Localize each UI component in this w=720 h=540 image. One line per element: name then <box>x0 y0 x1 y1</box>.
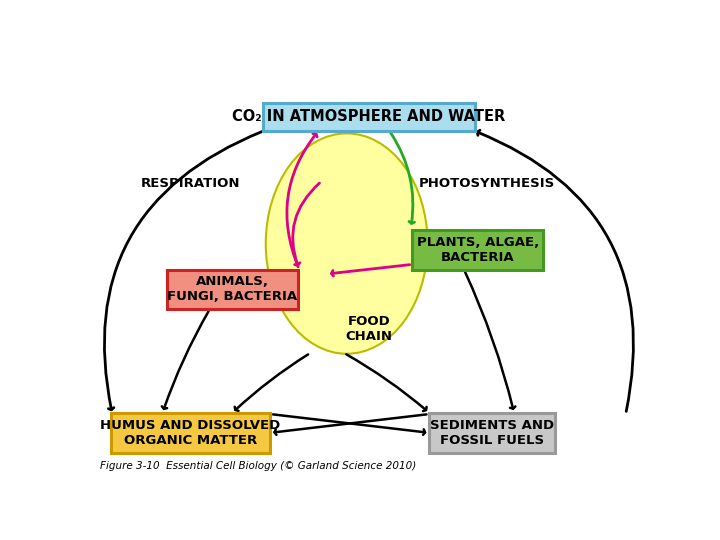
Text: Figure 3-10  Essential Cell Biology (© Garland Science 2010): Figure 3-10 Essential Cell Biology (© Ga… <box>100 462 416 471</box>
Text: FOOD
CHAIN: FOOD CHAIN <box>346 315 392 343</box>
Text: HUMUS AND DISSOLVED
ORGANIC MATTER: HUMUS AND DISSOLVED ORGANIC MATTER <box>100 419 281 447</box>
Text: RESPIRATION: RESPIRATION <box>141 177 240 190</box>
FancyBboxPatch shape <box>111 413 270 453</box>
Text: SEDIMENTS AND
FOSSIL FUELS: SEDIMENTS AND FOSSIL FUELS <box>430 419 554 447</box>
Text: ANIMALS,
FUNGI, BACTERIA: ANIMALS, FUNGI, BACTERIA <box>167 275 297 303</box>
Text: PHOTOSYNTHESIS: PHOTOSYNTHESIS <box>419 177 555 190</box>
FancyBboxPatch shape <box>167 269 298 309</box>
FancyBboxPatch shape <box>429 413 554 453</box>
FancyBboxPatch shape <box>413 230 544 269</box>
Ellipse shape <box>266 133 428 354</box>
FancyBboxPatch shape <box>263 103 475 131</box>
Text: PLANTS, ALGAE,
BACTERIA: PLANTS, ALGAE, BACTERIA <box>417 236 539 264</box>
Text: CO₂ IN ATMOSPHERE AND WATER: CO₂ IN ATMOSPHERE AND WATER <box>233 109 505 124</box>
